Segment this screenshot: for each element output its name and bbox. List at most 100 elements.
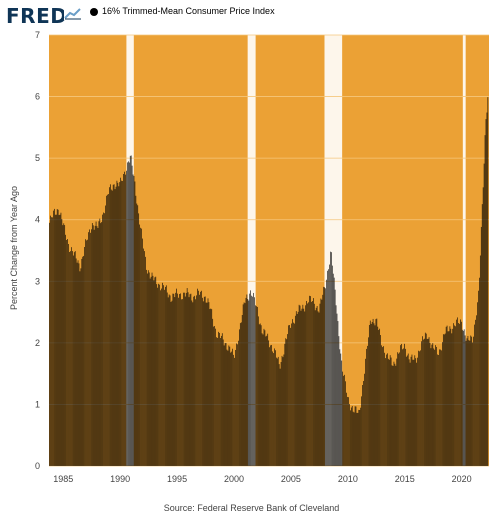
data-bar (54, 214, 56, 466)
data-bar (465, 340, 467, 466)
data-bar (365, 358, 366, 466)
data-bar (368, 325, 370, 466)
legend-series-marker (90, 8, 98, 16)
data-bar (136, 203, 138, 467)
data-bar (165, 286, 166, 466)
data-bar (61, 219, 63, 466)
data-bar (303, 308, 305, 466)
data-bar (151, 272, 153, 466)
data-bar (425, 333, 427, 466)
data-bar (431, 344, 433, 466)
data-bar (426, 338, 428, 466)
data-bar (248, 300, 250, 466)
data-bar (328, 269, 329, 466)
data-bar (356, 412, 358, 466)
data-bar (407, 353, 409, 466)
data-bar (387, 358, 389, 466)
data-bar (113, 184, 115, 467)
data-bar (222, 339, 224, 466)
data-bar (406, 355, 408, 466)
data-bar (265, 336, 267, 466)
data-bar (455, 326, 456, 466)
data-bar (313, 303, 315, 466)
data-bar (215, 328, 216, 466)
data-bar (125, 174, 126, 466)
data-bar (335, 305, 337, 466)
data-bar (284, 343, 286, 466)
data-bar (475, 319, 476, 466)
data-bar (91, 229, 92, 466)
data-bar (485, 119, 487, 467)
data-bar (377, 326, 379, 466)
data-bar (383, 346, 384, 466)
data-bar (277, 356, 279, 466)
fred-logo[interactable]: FRED (6, 4, 68, 28)
data-bar (245, 297, 247, 466)
data-bar (232, 348, 233, 466)
data-bar (199, 294, 200, 466)
data-bar (102, 214, 103, 466)
data-bar (388, 359, 390, 466)
data-bar (244, 303, 246, 466)
data-bar (144, 251, 145, 466)
data-bar (456, 319, 457, 466)
data-bar (219, 332, 220, 466)
data-bar (179, 294, 180, 466)
data-bar (486, 112, 488, 467)
data-bar (385, 358, 386, 466)
y-tick-label-5: 5 (35, 153, 40, 163)
data-bar (476, 315, 477, 466)
data-bar (382, 347, 383, 466)
data-bar (292, 319, 293, 466)
data-bar (283, 354, 285, 466)
data-bar (312, 301, 313, 466)
data-bar (375, 319, 377, 466)
data-bar (270, 345, 271, 466)
data-bar (409, 362, 411, 466)
data-bar (309, 295, 310, 466)
data-bar (267, 333, 269, 466)
data-bar (116, 180, 118, 466)
data-bar (340, 353, 342, 466)
data-bar (106, 195, 107, 466)
data-bar (243, 302, 245, 466)
data-bar (88, 232, 89, 466)
data-bar (152, 275, 154, 466)
data-bar (469, 340, 471, 466)
data-bar (285, 338, 287, 466)
data-bar (338, 336, 340, 466)
data-bar (140, 227, 141, 466)
data-bar (185, 292, 187, 466)
data-bar (353, 412, 355, 466)
data-bar (354, 406, 356, 466)
data-bar (374, 325, 376, 466)
data-bar (391, 365, 393, 466)
data-bar (358, 409, 360, 466)
data-bar (301, 308, 303, 466)
data-bar (205, 302, 207, 466)
data-bar (73, 252, 75, 466)
data-bar (120, 177, 122, 466)
data-bar (272, 351, 273, 466)
data-bar (331, 252, 332, 466)
data-bar (311, 301, 312, 466)
legend-series-label[interactable]: 16% Trimmed-Mean Consumer Price Index (102, 6, 275, 16)
data-bar (164, 289, 165, 466)
data-bar (105, 205, 106, 466)
data-bar (129, 155, 131, 466)
data-bar (196, 295, 197, 466)
data-bar (293, 322, 294, 466)
data-bar (463, 329, 465, 466)
data-bar (352, 411, 354, 466)
data-bar (327, 270, 328, 466)
data-bar (229, 346, 231, 466)
data-bar (226, 349, 228, 466)
data-bar (472, 342, 473, 466)
data-bar (143, 248, 144, 466)
data-bar (467, 335, 469, 466)
data-bar (220, 335, 222, 466)
data-bar (255, 305, 256, 466)
x-axis-tick-labels: 1985 1990 1995 2000 2005 2010 2015 2020 (53, 474, 471, 484)
data-bar (484, 135, 486, 466)
data-bar (296, 313, 298, 466)
